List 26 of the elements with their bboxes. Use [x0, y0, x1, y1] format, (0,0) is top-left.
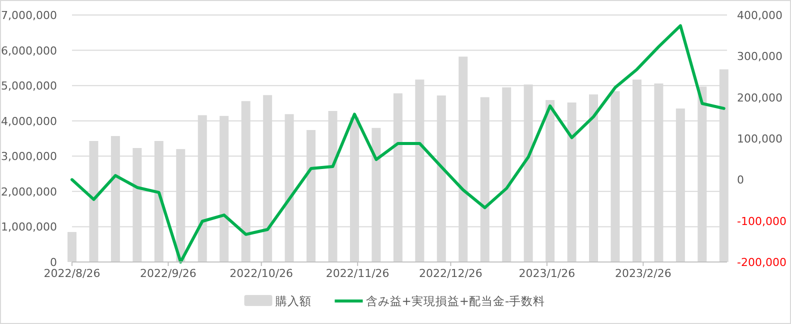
y-tick-label: 5,000,000 — [1, 80, 57, 93]
y2-tick-label: 200,000 — [737, 91, 782, 104]
legend-label: 含み益+実現損益+配当金-手数料 — [366, 294, 546, 308]
bar — [68, 232, 76, 262]
y2-tick-label: -200,000 — [737, 256, 786, 269]
y-tick-label: 3,000,000 — [1, 150, 57, 164]
y2-tick-label: 400,000 — [737, 9, 782, 22]
x-tick-label: 2022/10/26 — [230, 267, 294, 280]
y2-tick-label: -100,000 — [737, 214, 786, 228]
x-tick-label: 2022/9/26 — [140, 267, 196, 280]
x-tick-label: 2023/1/26 — [518, 267, 576, 280]
y-tick-label: 2,000,000 — [1, 185, 57, 198]
y-tick-label: 6,000,000 — [1, 44, 57, 58]
legend-label: 購入額 — [275, 294, 312, 308]
y2-tick-label: 300,000 — [737, 50, 782, 64]
x-tick-label: 2023/2/26 — [614, 267, 672, 280]
y-tick-label: 7,000,000 — [1, 9, 57, 22]
x-tick-label: 2022/8/26 — [44, 267, 100, 280]
x-tick-label: 2022/12/26 — [419, 267, 482, 280]
y2-tick-label: 0 — [737, 174, 744, 187]
y-tick-label: 4,000,000 — [1, 114, 57, 128]
y2-tick-label: 100,000 — [737, 132, 782, 146]
y-tick-label: 1,000,000 — [1, 220, 57, 234]
y-tick-label: 0 — [50, 256, 57, 269]
line-series — [70, 24, 726, 264]
x-tick-label: 2022/11/26 — [326, 267, 390, 280]
